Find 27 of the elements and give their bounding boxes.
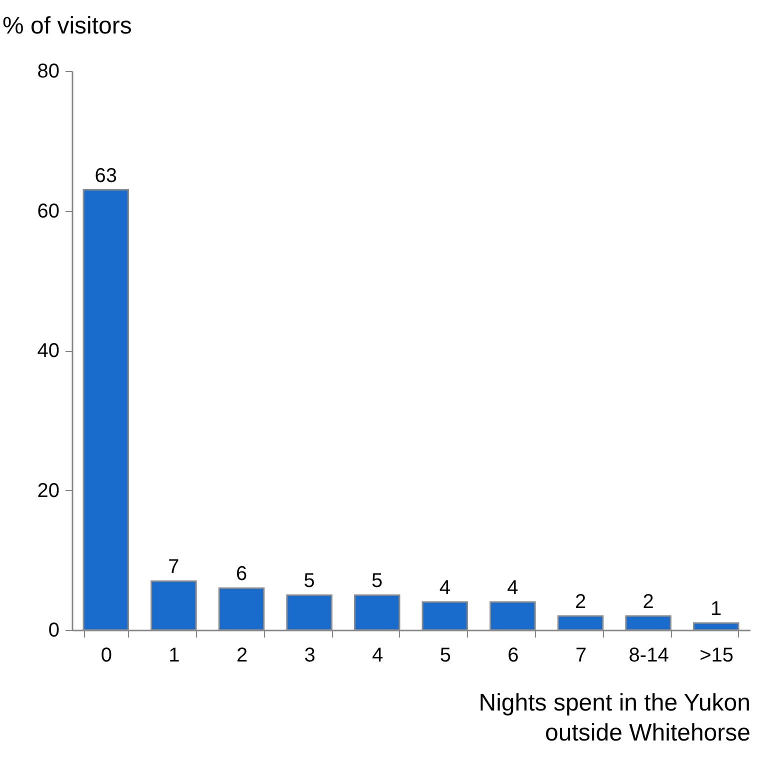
- data-label: 7: [168, 556, 180, 578]
- y-tick-label: 0: [48, 620, 60, 642]
- x-tick-label: 8-14: [628, 644, 669, 666]
- x-tick-label: 1: [168, 644, 180, 666]
- x-tick-label: 6: [508, 644, 519, 666]
- y-tick-label: 80: [37, 60, 60, 82]
- data-label: 2: [642, 591, 654, 614]
- data-label: 63: [94, 164, 118, 187]
- data-label: 1: [710, 598, 722, 620]
- data-label: 4: [439, 577, 450, 600]
- x-tick-label: 5: [440, 644, 451, 666]
- x-axis-title: Nights spent in the Yukon outside Whitehorse: [478, 690, 750, 746]
- y-axis-title: % of visitors: [2, 12, 132, 40]
- x-tick-label: 4: [372, 644, 384, 666]
- x-tick-label: >15: [700, 644, 734, 666]
- x-tick-label: 0: [100, 644, 112, 666]
- y-tick-label: 60: [37, 200, 60, 222]
- y-tick-label: 20: [37, 480, 60, 502]
- data-label: 5: [304, 570, 315, 592]
- y-tick-label: 40: [37, 340, 60, 362]
- x-tick-label: 2: [236, 644, 248, 666]
- x-tick-label: 7: [575, 644, 587, 666]
- data-label: 6: [236, 563, 248, 586]
- x-tick-label: 3: [304, 644, 316, 666]
- data-label: 4: [507, 577, 518, 600]
- data-label: 5: [372, 570, 383, 592]
- data-label: 2: [574, 591, 586, 614]
